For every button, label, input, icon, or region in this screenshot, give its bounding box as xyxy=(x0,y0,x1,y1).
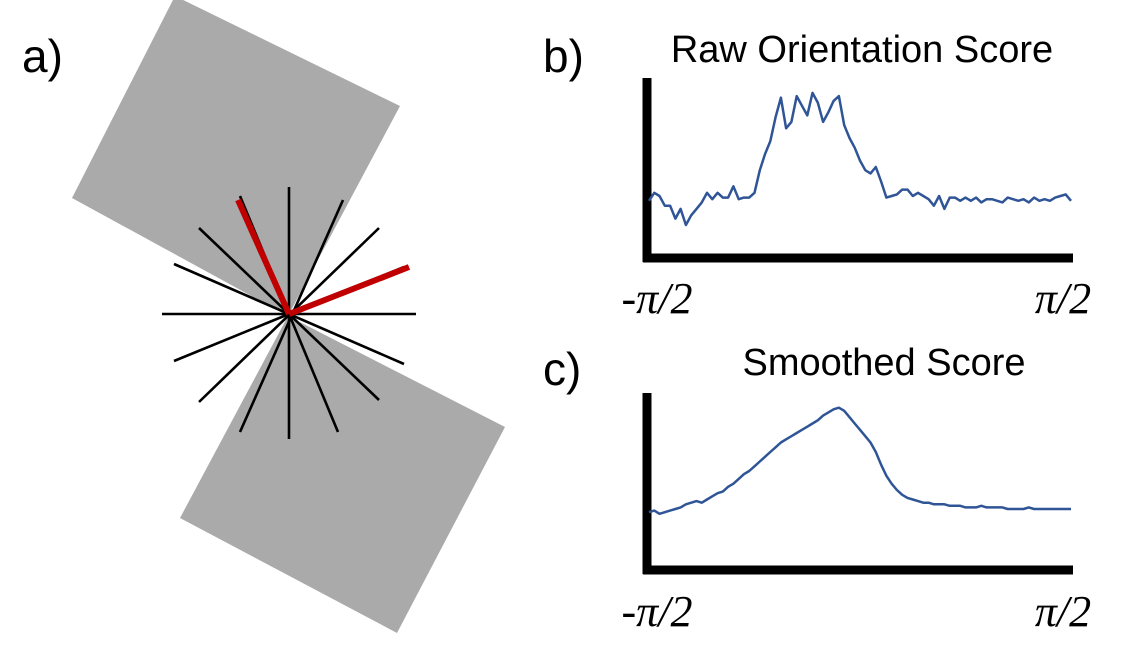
highlight-line-shallow xyxy=(287,264,411,317)
lower-square xyxy=(180,316,505,633)
chart-b-x-tick-max: π/2 xyxy=(1035,274,1091,323)
orientation-line-135 xyxy=(198,227,380,403)
upper-square xyxy=(72,0,400,316)
chart-b-series-line xyxy=(647,91,1072,227)
panel-c-label: c) xyxy=(543,343,581,395)
highlight-line-steep xyxy=(235,198,292,316)
chart-b-x-tick-min: -π/2 xyxy=(622,274,693,323)
panel-a-label: a) xyxy=(22,30,63,82)
chart-c-title: Smoothed Score xyxy=(742,342,1025,384)
panel-b-label: b) xyxy=(543,30,584,82)
chart-b-title: Raw Orientation Score xyxy=(671,29,1053,71)
chart-b: -π/2 π/2 xyxy=(622,78,1091,323)
panel-a-diagram xyxy=(72,0,505,633)
chart-c-x-tick-min: -π/2 xyxy=(622,587,693,636)
chart-c-series-line xyxy=(648,406,1071,516)
chart-c: -π/2 π/2 xyxy=(622,393,1091,636)
chart-c-x-tick-max: π/2 xyxy=(1035,587,1091,636)
highlighted-orientations xyxy=(235,198,411,317)
